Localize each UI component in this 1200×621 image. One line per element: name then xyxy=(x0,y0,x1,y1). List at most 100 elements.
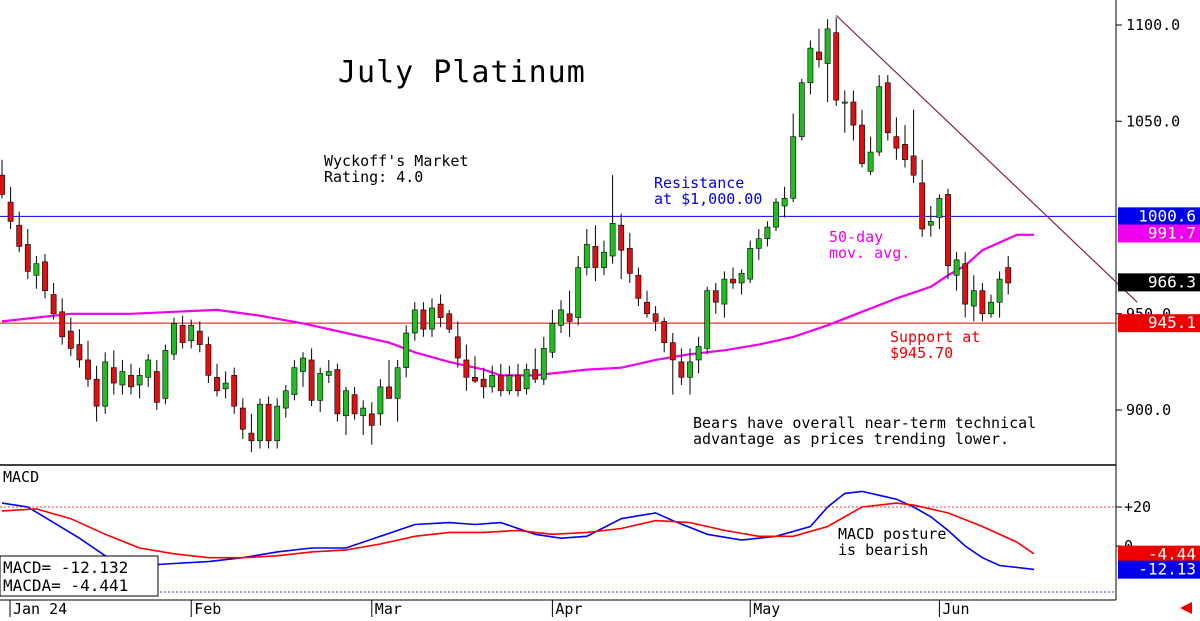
candle xyxy=(188,319,195,349)
candle xyxy=(1005,256,1012,295)
candle xyxy=(282,384,289,418)
candle-body xyxy=(927,221,934,226)
month-text: Jun xyxy=(942,600,969,618)
candle-body xyxy=(325,371,332,376)
candle xyxy=(360,400,367,436)
candle-body xyxy=(188,324,195,341)
candle-body xyxy=(893,136,900,149)
ma-label-line-2: mov. avg. xyxy=(829,244,910,262)
left-arrow-icon[interactable] xyxy=(1180,602,1192,614)
month-text: Jan 24 xyxy=(13,600,67,618)
candle-body xyxy=(996,278,1003,303)
candle-body xyxy=(50,294,57,315)
candle-body xyxy=(859,124,865,164)
candle xyxy=(386,359,392,399)
candle-body xyxy=(936,197,943,218)
candle xyxy=(979,282,986,322)
month-label: Jun xyxy=(938,600,969,618)
macda-line xyxy=(1,502,1035,559)
x-axis: Jan 24 Feb Mar Apr May Jun xyxy=(0,599,1116,618)
price-tag: 966.3 xyxy=(1118,272,1200,292)
candle-body xyxy=(429,307,435,330)
candle-body xyxy=(231,375,238,407)
commentary-line-1: Bears have overall near-term technical xyxy=(693,414,1036,432)
macd-tag-bg xyxy=(1118,545,1200,564)
candle-body xyxy=(609,222,616,257)
candle xyxy=(618,213,625,280)
candle-body xyxy=(618,224,625,251)
candle-body xyxy=(308,359,315,401)
candle xyxy=(128,363,134,395)
candle xyxy=(669,333,676,395)
candle xyxy=(145,354,152,387)
macd-tags: -4.44-12.13 xyxy=(1118,545,1200,579)
price-tick-label: 1050.0 xyxy=(1126,112,1180,130)
candle xyxy=(274,398,281,449)
candle xyxy=(239,398,246,439)
price-tag-bg xyxy=(1118,314,1200,333)
macd-tag-label: -4.44 xyxy=(1148,545,1196,564)
candle xyxy=(884,75,891,141)
candle-body xyxy=(764,226,771,239)
candle-body xyxy=(549,323,556,353)
candle-body xyxy=(239,407,246,430)
candle xyxy=(515,363,521,397)
candle xyxy=(575,256,582,326)
candle-body xyxy=(781,197,788,207)
candle-body xyxy=(695,346,702,361)
candle-body xyxy=(472,376,478,382)
candle-body xyxy=(196,330,203,345)
candle xyxy=(16,211,23,253)
market-rating: Wyckoff's Market Rating: 4.0 xyxy=(324,152,478,186)
candle-body xyxy=(515,375,521,392)
candle xyxy=(85,340,91,387)
candle-body xyxy=(798,82,805,137)
candle xyxy=(7,186,14,230)
candle xyxy=(33,256,40,289)
candle-body xyxy=(506,375,513,392)
market-rating-line-2: Rating: 4.0 xyxy=(324,168,423,186)
candle xyxy=(712,282,719,314)
candle xyxy=(635,267,642,307)
candle xyxy=(248,413,255,453)
candle-body xyxy=(540,348,547,380)
candle xyxy=(730,267,736,289)
candle-body xyxy=(162,350,169,399)
candle-body xyxy=(755,238,762,249)
moving-average-group xyxy=(1,233,1034,377)
candle xyxy=(936,194,943,230)
candle-body xyxy=(962,263,969,305)
candle-body xyxy=(807,47,814,84)
candle xyxy=(988,294,994,318)
candle xyxy=(162,344,169,405)
macd-annotation-line-1: MACD posture xyxy=(838,525,946,543)
candle-body xyxy=(644,301,650,315)
candle-body xyxy=(0,174,5,195)
candle-body xyxy=(411,309,418,334)
macd-readout-macd: MACD= -12.132 xyxy=(3,558,128,577)
candle-body xyxy=(214,376,220,392)
macd-tag: -4.44 xyxy=(1118,545,1200,564)
back-nav[interactable] xyxy=(1180,602,1192,614)
candle xyxy=(747,240,754,283)
candle-body xyxy=(661,321,668,343)
candle-body xyxy=(635,274,642,299)
candle xyxy=(437,294,444,328)
candle-body xyxy=(678,361,685,378)
candle-body xyxy=(773,201,779,228)
price-tag-label: 1000.6 xyxy=(1138,206,1196,225)
candle-body xyxy=(704,290,711,349)
candle-body xyxy=(222,382,229,390)
candle xyxy=(119,359,126,395)
level-lines xyxy=(0,215,1116,324)
candle xyxy=(50,282,57,320)
candle-body xyxy=(136,375,143,386)
resistance-label-line-1: Resistance xyxy=(654,174,744,192)
candle xyxy=(532,348,539,384)
candle xyxy=(755,229,762,260)
candle-body xyxy=(59,311,66,338)
candle-body xyxy=(334,369,341,415)
resistance-label: Resistance at $1,000.00 xyxy=(654,174,762,208)
candle xyxy=(661,317,668,353)
